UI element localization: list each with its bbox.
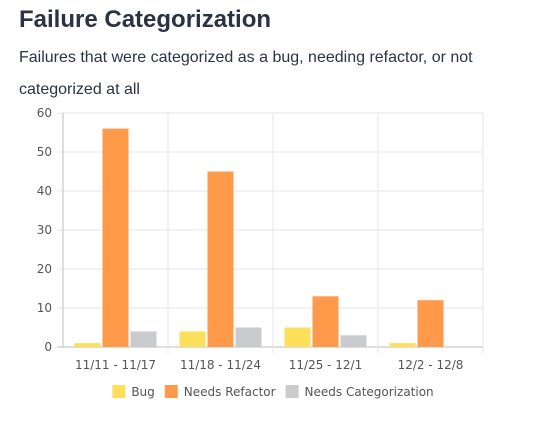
chart-subtitle: Failures that were categorized as a bug,… [19,49,473,98]
legend-swatch [285,385,299,398]
bar-needs-categorization[interactable] [235,327,262,348]
legend-swatch [164,385,178,398]
x-tick-label: 11/11 - 11/17 [75,358,156,372]
bar-needs-refactor[interactable] [417,300,444,347]
bar-needs-refactor[interactable] [207,171,234,348]
bars [74,128,444,348]
legend-swatch [112,385,126,398]
chart-title: Failure Categorization [19,6,272,33]
bar-bug[interactable] [284,327,311,348]
legend-item-label[interactable]: Needs Categorization [305,385,434,399]
bar-needs-refactor[interactable] [312,296,339,347]
bar-needs-categorization[interactable] [340,335,367,347]
y-tick-label: 40 [37,184,52,198]
y-tick-label: 10 [37,301,52,315]
x-axis-ticks: 11/11 - 11/17 11/18 - 11/24 11/25 - 12/1 12… [75,358,463,372]
y-tick-label: 60 [37,106,52,120]
y-tick-label: 20 [37,262,52,276]
bar-bug[interactable] [74,343,101,347]
y-axis-ticks: 0 10 20 30 40 50 60 [37,106,52,354]
legend: Bug Needs Refactor Needs Categorization [112,385,434,399]
bar-bug[interactable] [389,343,416,347]
bar-needs-refactor[interactable] [102,128,129,347]
x-tick-label: 11/18 - 11/24 [180,358,261,372]
legend-item-label[interactable]: Needs Refactor [184,385,276,399]
y-tick-label: 0 [44,340,52,354]
bar-needs-categorization[interactable] [130,331,157,347]
bar-bug[interactable] [179,331,206,347]
x-tick-label: 11/25 - 12/1 [289,358,363,372]
grid-lines [57,112,484,353]
legend-item-label[interactable]: Bug [131,385,154,399]
y-tick-label: 50 [37,145,52,159]
x-tick-label: 12/2 - 12/8 [398,358,464,372]
y-tick-label: 30 [37,223,52,237]
